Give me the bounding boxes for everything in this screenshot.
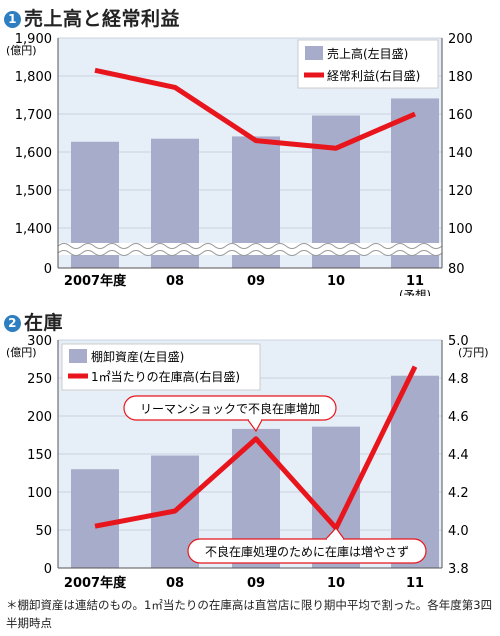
chart1-legend: 売上高(左目盛) 経常利益(右目盛) <box>297 39 439 89</box>
chart2-line-series <box>94 365 418 531</box>
chart1-right-tick: 160 <box>448 108 473 123</box>
chart1-left-tick: 0 <box>44 262 52 277</box>
chart1-left-tick: 1,800 <box>15 70 52 85</box>
chart1-left-tick: 1,400 <box>15 222 52 237</box>
chart2-bar <box>71 469 119 568</box>
chart1-legend-bar-label: 売上高(左目盛) <box>327 46 408 61</box>
footnote: ＊棚卸資産は連結のもの。1㎡当たりの在庫高は直営店に限り期中平均で割った。各年度… <box>6 598 493 630</box>
chart1-right-tick: 140 <box>448 146 473 161</box>
chart2-right-unit: (万円) <box>458 346 489 359</box>
chart1-category-label: 10 <box>327 274 345 289</box>
chart1-right-tick: 180 <box>448 70 473 85</box>
chart2-left-tick: 0 <box>44 562 52 577</box>
chart1-right-tick: 120 <box>448 184 473 199</box>
chart2-title-number: 2 <box>4 315 21 332</box>
chart2-annotation-lehman: リーマンショックで不良在庫増加 <box>123 395 337 433</box>
chart2-left-tick: 250 <box>27 372 52 387</box>
chart2: 0501001502002503003.84.04.24.44.64.85.0(… <box>6 334 489 591</box>
chart2-right-tick: 3.8 <box>448 562 469 577</box>
chart2-title-text: 在庫 <box>24 312 64 334</box>
chart2-legend-bar-label: 棚卸資産(左目盛) <box>91 349 184 364</box>
chart2-annotation-text: 不良在庫処理のために在庫は増やさず <box>205 544 409 559</box>
chart1-right-tick: 80 <box>448 262 465 277</box>
chart1-category-label: 09 <box>247 274 265 289</box>
chart1-title-number: 1 <box>4 11 21 28</box>
chart2-legend-box <box>61 343 261 391</box>
chart2-left-tick: 300 <box>27 334 52 349</box>
chart2-category-label: 08 <box>166 576 184 591</box>
chart2-left-tick: 100 <box>27 486 52 501</box>
chart2-right-tick: 5.0 <box>448 334 469 349</box>
chart2-category-label: 11 <box>406 576 424 591</box>
chart1: 0 1,400 1,500 1,600 1,700 1,800 1,900 80 100 120 1… <box>6 32 473 296</box>
chart2-legend: 棚卸資産(左目盛) 1㎡当たりの在庫高(右目盛) <box>61 343 261 391</box>
chart1-left-unit: (億円) <box>6 44 37 57</box>
chart2-category-label: 2007年度 <box>64 575 127 591</box>
chart1-left-tick: 1,500 <box>15 184 52 199</box>
chart2-right-tick: 4.6 <box>448 410 469 425</box>
chart2-bar <box>391 375 439 568</box>
chart1-category-label: 2007年度 <box>64 273 127 289</box>
chart1-left-tick: 1,700 <box>15 108 52 123</box>
chart2-left-tick: 50 <box>35 524 52 539</box>
chart2-right-tick: 4.2 <box>448 486 469 501</box>
chart2-annotation-box <box>187 538 427 564</box>
chart2-left-tick: 200 <box>27 410 52 425</box>
chart1-right-tick: 100 <box>448 222 473 237</box>
chart2-annotation-pointer <box>325 527 345 540</box>
chart1-legend-line-label: 経常利益(右目盛) <box>327 68 420 83</box>
chart2-title: 2 在庫 <box>4 308 63 335</box>
chart2-right-tick: 4.8 <box>448 372 469 387</box>
chart1-break-line <box>57 250 443 256</box>
chart2-legend-bar-swatch <box>69 349 87 363</box>
chart1-right-tick: 200 <box>448 32 473 47</box>
chart1-left-tick: 1,600 <box>15 146 52 161</box>
chart2-annotation-box <box>123 395 337 421</box>
chart1-legend-bar-swatch <box>305 46 323 60</box>
chart1-title-text: 売上高と経常利益 <box>24 8 181 30</box>
chart1-break-line <box>57 243 443 249</box>
chart1-category-label: 08 <box>166 274 184 289</box>
chart2-category-label: 09 <box>247 576 265 591</box>
chart2-annotation-text: リーマンショックで不良在庫増加 <box>140 401 320 416</box>
chart2-right-tick: 4.4 <box>448 448 469 463</box>
chart2-annotation-disposal: 不良在庫処理のために在庫は増やさず <box>187 527 427 564</box>
chart1-bar <box>391 98 439 268</box>
chart2-left-unit: (億円) <box>6 346 37 359</box>
chart2-legend-line-label: 1㎡当たりの在庫高(右目盛) <box>91 369 240 384</box>
chart2-category-label: 10 <box>327 576 345 591</box>
chart2-left-tick: 150 <box>27 448 52 463</box>
chart1-line-series <box>94 67 416 151</box>
chart2-right-tick: 4.0 <box>448 524 469 539</box>
chart1-category-label: 11 <box>406 274 424 289</box>
chart1-category-note: (予想) <box>399 288 431 296</box>
chart2-annotation-pointer <box>247 419 263 433</box>
chart1-title: 1 売上高と経常利益 <box>4 4 180 31</box>
chart1-left-tick: 1,900 <box>15 32 52 47</box>
